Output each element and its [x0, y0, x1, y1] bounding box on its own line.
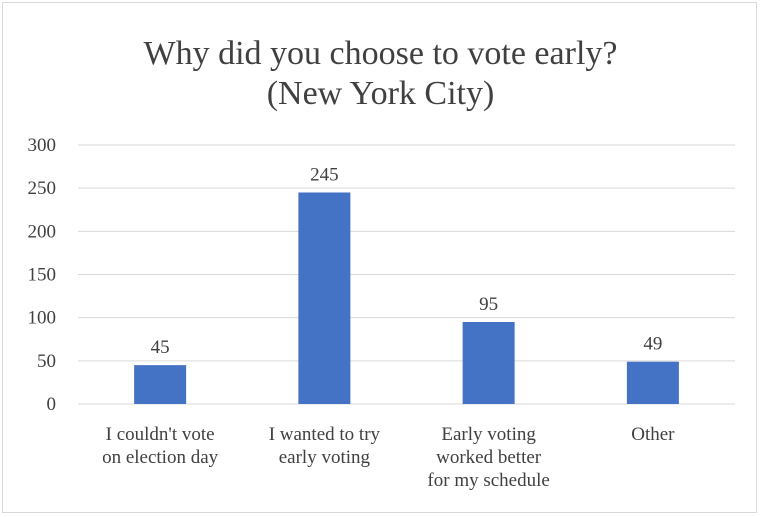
x-tick-label: worked better — [436, 447, 542, 468]
data-label: 245 — [310, 164, 339, 185]
y-tick-label: 250 — [28, 178, 57, 199]
y-tick-label: 200 — [28, 221, 57, 242]
y-tick-label: 150 — [28, 265, 57, 286]
chart-title-line-2: (New York City) — [266, 75, 495, 112]
x-tick-label: on election day — [102, 447, 219, 468]
y-tick-label: 0 — [47, 394, 57, 415]
x-tick-label: I couldn't vote — [106, 424, 215, 445]
x-tick-label: early voting — [279, 447, 371, 468]
y-tick-label: 300 — [28, 135, 57, 156]
y-tick-label: 100 — [28, 308, 57, 329]
chart-title-line-1: Why did you choose to vote early? — [143, 35, 618, 72]
x-tick-label: for my schedule — [427, 470, 549, 491]
bar — [462, 321, 515, 404]
x-tick-label: I wanted to try — [269, 424, 381, 445]
bar — [298, 192, 351, 404]
x-tick-label: Early voting — [441, 424, 536, 445]
bar — [626, 361, 679, 404]
data-label: 95 — [479, 294, 498, 315]
bar — [134, 365, 187, 404]
chart-title: Why did you choose to vote early? (New Y… — [0, 34, 761, 114]
x-tick-label: Other — [631, 424, 675, 445]
y-tick-label: 50 — [37, 351, 56, 372]
data-label: 45 — [151, 337, 170, 358]
data-label: 49 — [643, 334, 662, 355]
